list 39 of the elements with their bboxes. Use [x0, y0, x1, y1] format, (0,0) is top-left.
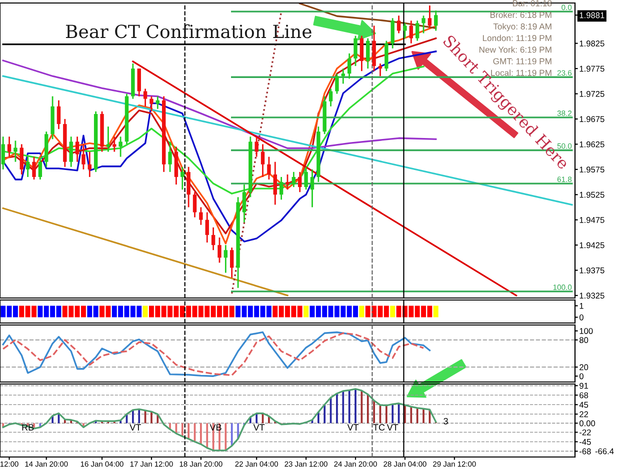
annotation: Tokyo: 8:19 AM — [493, 23, 552, 32]
y-tick-label: -68 — [580, 448, 591, 454]
annotation: VT — [347, 424, 359, 430]
y-tick-label: 1.9525 — [580, 192, 604, 198]
y-tick-label: 80 — [580, 337, 588, 344]
y-tick-label: 20 — [580, 364, 588, 370]
annotation: Bear CT Confirmation Line — [66, 24, 312, 38]
y-tick-label: 22 — [580, 411, 588, 418]
y-tick-label: 1.9375 — [580, 267, 604, 274]
y-tick-label: 68 — [580, 392, 588, 398]
annotation: London: 11:19 PM — [482, 34, 552, 42]
y-tick-label: 1.9775 — [580, 66, 604, 72]
annotation: VT — [130, 424, 141, 430]
y-tick-label: 1.9625 — [580, 141, 604, 148]
annotation: 3 — [444, 418, 448, 424]
y-tick-label: 1.9425 — [580, 242, 604, 248]
annotation: New York: 6:19 PM — [479, 46, 552, 53]
y-tick-label: 1.9881 — [580, 12, 604, 18]
y-tick-label: 45 — [579, 402, 588, 408]
y-tick-label: 1.9575 — [580, 166, 604, 173]
annotation: TC — [373, 424, 385, 431]
y-tick-label: -45 — [580, 439, 591, 445]
y-tick-label: 91 — [580, 382, 588, 389]
y-tick-label: 1.9675 — [580, 116, 604, 122]
y-tick-label: 0 — [579, 314, 584, 320]
annotation: Broker: 6:18 PM — [490, 12, 552, 18]
annotation: GMT: 11:19 PM — [493, 58, 552, 64]
text: -66.4 — [595, 448, 614, 454]
annotation: VT — [253, 424, 265, 430]
y-tick-label: 100 — [580, 328, 593, 334]
y-tick-label: 1.9825 — [580, 40, 604, 46]
y-tick-label: 1 — [580, 303, 584, 309]
y-tick-label: -22 — [580, 429, 591, 436]
y-tick-label: 1.9475 — [580, 217, 604, 223]
y-tick-label: 1.9725 — [580, 90, 604, 97]
y-tick-label: 0 — [579, 373, 584, 380]
annotation: VT — [386, 424, 398, 430]
y-tick-label: 0.00 — [579, 420, 596, 426]
y-tick-label: 1.9325 — [580, 292, 604, 299]
